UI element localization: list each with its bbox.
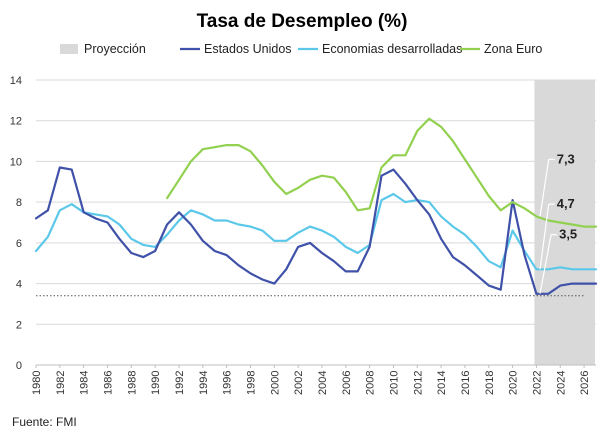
legend-swatch-proyección	[60, 44, 78, 54]
x-tick-label: 2016	[460, 371, 472, 395]
legend-label-estados-unidos: Estados Unidos	[204, 42, 292, 56]
x-tick-label: 2024	[555, 371, 567, 395]
grid-layer	[36, 79, 596, 325]
x-tick-label: 2026	[579, 371, 591, 395]
y-tick-label: 10	[10, 156, 22, 168]
x-tick-label: 2022	[531, 371, 543, 395]
y-tick-label: 4	[16, 279, 22, 291]
x-tick-label: 2018	[484, 371, 496, 395]
x-tick-label: 1982	[55, 371, 67, 395]
chart-title: Tasa de Desempleo (%)	[197, 11, 408, 32]
x-tick-label: 1988	[126, 371, 138, 395]
series-line-economias-desarrolladas	[34, 192, 598, 271]
series-layer	[34, 117, 598, 295]
x-tick-label: 1994	[198, 371, 210, 395]
y-tick-label: 2	[16, 319, 22, 331]
x-tick-label: 2004	[317, 371, 329, 395]
source-note: Fuente: FMI	[12, 415, 77, 429]
legend-label-economias-desarrolladas: Economias desarrolladas	[322, 42, 462, 56]
axis-layer: 0 2 4 6 8 10 12 14 1980 1982 1984 1986 1988 1990 1992 1…	[10, 75, 596, 395]
x-tick-label: 2010	[388, 371, 400, 395]
x-tick-label: 2020	[508, 371, 520, 395]
x-tick-label: 2008	[365, 371, 377, 395]
x-tick-label: 1990	[150, 371, 162, 395]
x-tick-label: 1980	[31, 371, 43, 395]
y-tick-label: 12	[10, 116, 22, 128]
x-tick-label: 1992	[174, 371, 186, 395]
y-tick-label: 0	[16, 360, 22, 372]
x-tick-label: 2014	[436, 371, 448, 395]
y-tick-label: 14	[10, 75, 22, 87]
series-line-estados-unidos	[34, 166, 598, 295]
x-tick-label: 2002	[293, 371, 305, 395]
x-tick-label: 1996	[222, 371, 234, 395]
legend-label-proyección: Proyección	[84, 42, 146, 56]
annotation-label: 7,3	[557, 151, 575, 166]
annotation-label: 4,7	[557, 196, 575, 211]
x-tick-label: 2006	[341, 371, 353, 395]
series-line-zona-euro	[166, 117, 598, 228]
annotation-layer: 7,3 4,7 3,5	[539, 151, 577, 294]
legend: Proyección Estados Unidos Economias desarr…	[60, 42, 542, 56]
annotation-label: 3,5	[559, 227, 577, 242]
y-tick-label: 6	[16, 238, 22, 250]
x-tick-label: 1984	[79, 371, 91, 395]
x-tick-label: 1986	[102, 371, 114, 395]
legend-label-zona-euro: Zona Euro	[484, 42, 542, 56]
annotation-leader	[539, 204, 550, 270]
annotation-leader	[539, 234, 552, 294]
annotation-leader	[539, 159, 550, 217]
x-tick-label: 2012	[412, 371, 424, 395]
x-tick-label: 1998	[245, 371, 257, 395]
y-tick-label: 8	[16, 197, 22, 209]
x-tick-label: 2000	[269, 371, 281, 395]
